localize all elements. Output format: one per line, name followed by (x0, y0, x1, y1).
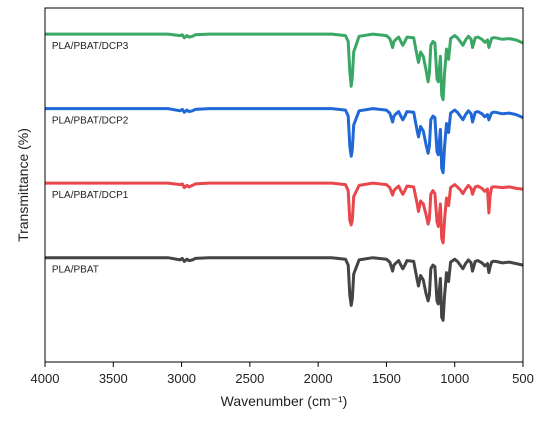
series-label-pla-pbat-dcp1: PLA/PBAT/DCP1 (52, 190, 129, 201)
x-tick-label: 2000 (304, 371, 333, 386)
x-tick-label: 3000 (167, 371, 196, 386)
series-layer (45, 32, 524, 322)
x-tick-layer: 4000 3500 3000 2500 2000 1500 1000 500 (31, 362, 534, 386)
series-label-layer: PLA/PBAT PLA/PBAT/DCP1 PLA/PBAT/DCP2 PLA/PB… (52, 41, 129, 276)
x-axis-label: Wavenumber (cm⁻¹) (221, 393, 348, 409)
x-tick-label: 1500 (372, 371, 401, 386)
x-tick-label: 4000 (31, 371, 60, 386)
series-label-pla-pbat-dcp2: PLA/PBAT/DCP2 (52, 116, 129, 127)
x-tick-label: 1000 (440, 371, 469, 386)
y-axis-label: Transmittance (%) (15, 128, 31, 242)
plot-frame (44, 7, 524, 363)
x-tick-label: 2500 (235, 371, 264, 386)
series-label-pla-pbat-dcp3: PLA/PBAT/DCP3 (52, 41, 129, 52)
series-line-pla-pbat-dcp2 (45, 107, 524, 175)
series-line-pla-pbat (45, 256, 524, 322)
series-label-pla-pbat: PLA/PBAT (52, 265, 99, 276)
x-tick-label: 500 (512, 371, 534, 386)
x-tick-label: 3500 (99, 371, 128, 386)
series-line-pla-pbat-dcp3 (45, 32, 524, 102)
series-line-pla-pbat-dcp1 (45, 181, 524, 245)
